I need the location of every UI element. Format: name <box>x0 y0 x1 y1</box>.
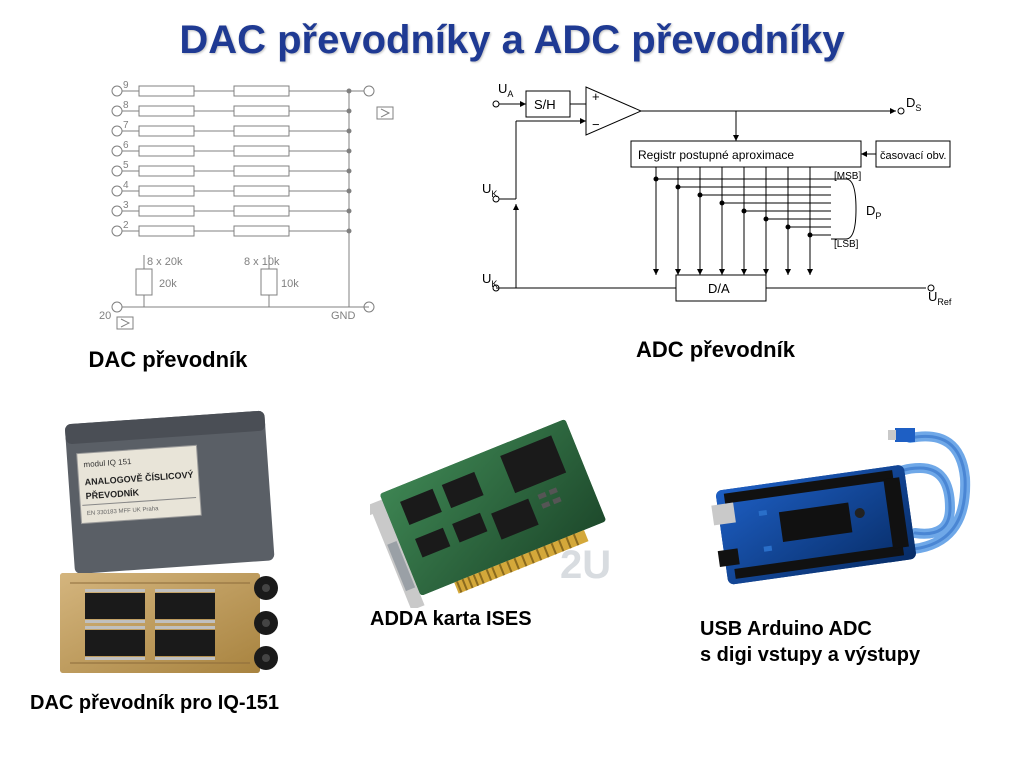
svg-text:UK: UK <box>482 271 497 289</box>
adc-diagram-figure: + − <box>476 79 956 363</box>
arduino-photo <box>700 408 990 608</box>
svg-text:[LSB]: [LSB] <box>834 239 859 250</box>
svg-text:20: 20 <box>99 310 111 322</box>
svg-text:UA: UA <box>498 81 513 99</box>
svg-text:8 x 20k: 8 x 20k <box>147 256 183 268</box>
svg-text:5: 5 <box>123 160 129 171</box>
svg-text:D/A: D/A <box>708 281 730 296</box>
adc-caption: ADC převodník <box>636 337 795 363</box>
arduino-caption: USB Arduino ADC s digi vstupy a výstupy <box>700 616 990 668</box>
slide-title: DAC převodníky a ADC převodníky <box>0 0 1024 73</box>
svg-text:2: 2 <box>123 220 129 231</box>
iq151-photo: modul IQ 151 ANALOGOVĚ ČÍSLICOVÝ PŘEVODN… <box>30 408 290 688</box>
svg-text:[MSB]: [MSB] <box>834 171 861 182</box>
svg-text:10k: 10k <box>281 278 299 290</box>
svg-text:8: 8 <box>123 100 129 111</box>
svg-text:+: + <box>592 89 600 104</box>
svg-text:UK: UK <box>482 181 497 199</box>
svg-text:4: 4 <box>123 180 129 191</box>
svg-text:DS: DS <box>906 95 921 113</box>
svg-text:časovací obv.: časovací obv. <box>880 150 946 162</box>
svg-text:S/H: S/H <box>534 97 556 112</box>
svg-text:GND: GND <box>331 310 356 322</box>
svg-text:−: − <box>592 117 600 132</box>
adc-diagram-svg: + − <box>476 79 956 329</box>
svg-text:DP: DP <box>866 203 881 221</box>
iq151-caption: DAC převodník pro IQ-151 <box>30 692 290 715</box>
adda-caption: ADDA karta ISES <box>370 608 640 631</box>
svg-text:Registr postupné aproximace: Registr postupné aproximace <box>638 148 794 162</box>
dac-diagram-svg: 9 8 7 6 5 4 3 2 <box>69 79 399 339</box>
svg-text:3: 3 <box>123 200 129 211</box>
svg-text:8 x 10k: 8 x 10k <box>244 256 280 268</box>
svg-text:9: 9 <box>123 80 129 91</box>
svg-text:20k: 20k <box>159 278 177 290</box>
svg-text:6: 6 <box>123 140 129 151</box>
adda-photo: 2U <box>370 408 640 608</box>
svg-text:7: 7 <box>123 120 129 131</box>
dac-diagram-figure: 9 8 7 6 5 4 3 2 <box>69 79 399 373</box>
svg-text:URef: URef <box>928 289 952 307</box>
svg-text:2U: 2U <box>560 543 611 587</box>
dac-caption: DAC převodník <box>89 347 248 373</box>
